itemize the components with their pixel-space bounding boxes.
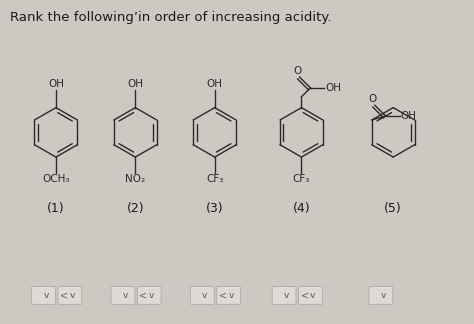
Text: v: v [228, 291, 234, 300]
Text: OH: OH [325, 83, 341, 93]
FancyBboxPatch shape [111, 286, 135, 304]
Text: CF₃: CF₃ [293, 174, 310, 184]
Text: v: v [43, 291, 49, 300]
Text: <: < [139, 290, 147, 300]
Text: <: < [60, 290, 68, 300]
Text: <: < [301, 290, 309, 300]
Text: v: v [202, 291, 208, 300]
Text: OH: OH [128, 79, 143, 89]
Text: NO₂: NO₂ [125, 174, 146, 184]
Text: O: O [369, 94, 377, 104]
Text: (1): (1) [47, 202, 65, 214]
Text: <: < [219, 290, 227, 300]
FancyBboxPatch shape [369, 286, 393, 304]
Text: O: O [293, 65, 301, 75]
Text: v: v [70, 291, 75, 300]
Text: v: v [284, 291, 289, 300]
Text: OH: OH [48, 79, 64, 89]
Text: Rank the following’in order of increasing acidity.: Rank the following’in order of increasin… [10, 11, 332, 24]
FancyBboxPatch shape [217, 286, 240, 304]
FancyBboxPatch shape [299, 286, 322, 304]
FancyBboxPatch shape [191, 286, 214, 304]
FancyBboxPatch shape [32, 286, 55, 304]
FancyBboxPatch shape [272, 286, 296, 304]
Text: v: v [310, 291, 316, 300]
FancyBboxPatch shape [137, 286, 161, 304]
Text: CF₃: CF₃ [206, 174, 223, 184]
Text: OH: OH [207, 79, 223, 89]
Text: (4): (4) [292, 202, 310, 214]
Text: OH: OH [401, 111, 417, 121]
Text: (3): (3) [206, 202, 224, 214]
Text: v: v [381, 291, 386, 300]
FancyBboxPatch shape [58, 286, 82, 304]
Text: v: v [123, 291, 128, 300]
Text: (5): (5) [384, 202, 402, 214]
Text: (2): (2) [127, 202, 144, 214]
Text: v: v [149, 291, 155, 300]
Text: OCH₃: OCH₃ [42, 174, 70, 184]
